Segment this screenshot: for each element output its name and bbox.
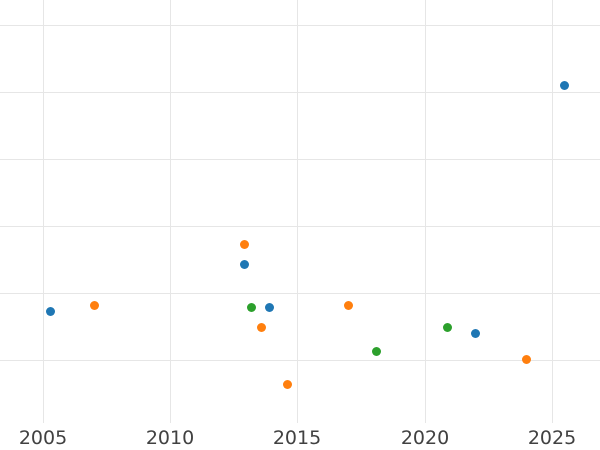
- data-point-green: [442, 323, 452, 333]
- x-tick-label: 2010: [145, 427, 195, 449]
- x-gridline: [297, 0, 298, 423]
- data-point-blue: [46, 307, 56, 317]
- x-tick-label: 2015: [272, 427, 322, 449]
- data-point-orange: [89, 300, 99, 310]
- data-point-green: [247, 302, 257, 312]
- data-point-orange: [257, 322, 267, 332]
- x-gridline: [425, 0, 426, 423]
- y-gridline: [0, 360, 600, 361]
- y-gridline: [0, 159, 600, 160]
- x-tick-label: 2025: [527, 427, 577, 449]
- data-point-orange: [282, 380, 292, 390]
- data-point-blue: [470, 329, 480, 339]
- x-gridline: [170, 0, 171, 423]
- x-gridline: [552, 0, 553, 423]
- x-tick-label: 2020: [400, 427, 450, 449]
- x-tick-label: 2005: [18, 427, 68, 449]
- y-gridline: [0, 92, 600, 93]
- data-point-blue: [559, 80, 569, 90]
- data-point-blue: [264, 303, 274, 313]
- data-point-orange: [343, 300, 353, 310]
- y-gridline: [0, 25, 600, 26]
- data-point-green: [371, 346, 381, 356]
- data-point-blue: [239, 259, 249, 269]
- data-point-orange: [239, 240, 249, 250]
- data-point-orange: [521, 354, 531, 364]
- x-gridline: [43, 0, 44, 423]
- y-gridline: [0, 226, 600, 227]
- y-gridline: [0, 293, 600, 294]
